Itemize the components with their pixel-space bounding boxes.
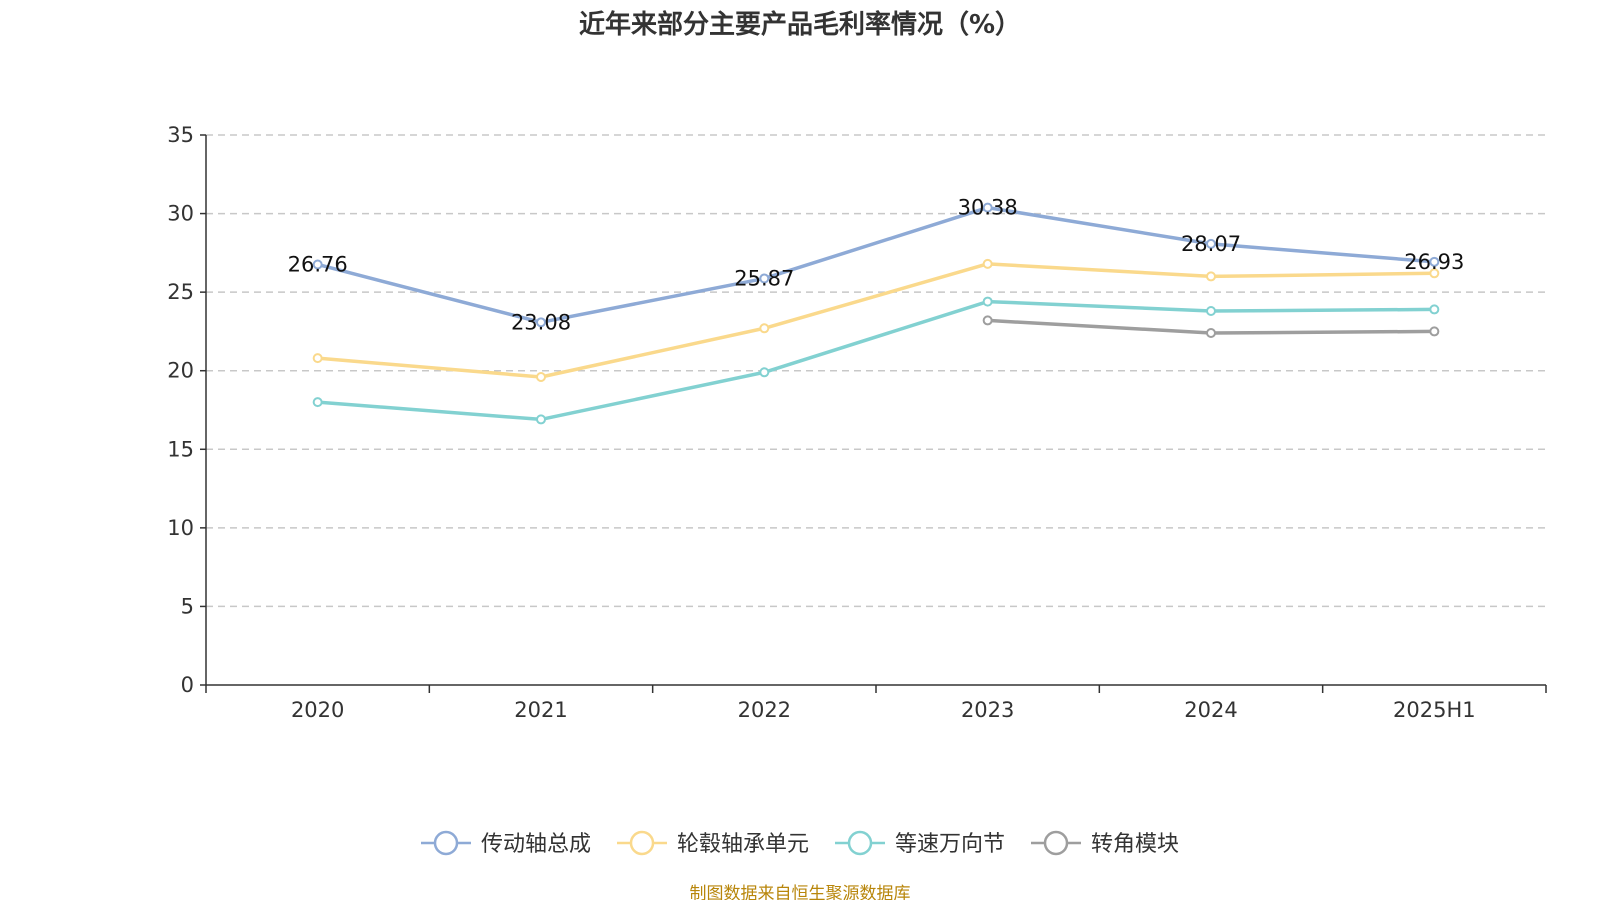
data-label: 28.07: [1181, 232, 1241, 256]
data-point: [982, 315, 993, 326]
data-point: [536, 414, 546, 425]
data-point: [982, 202, 993, 213]
data-point: [759, 367, 770, 378]
data-point: [1429, 256, 1440, 267]
x-tick-label: 2024: [1184, 698, 1237, 722]
data-label: 26.93: [1404, 250, 1464, 274]
data-point: [312, 259, 323, 270]
y-tick-label: 20: [167, 359, 194, 383]
y-tick-label: 35: [167, 123, 194, 147]
data-labels: 26.76 23.08 25.87 30.38 28.07 26.93: [288, 196, 1465, 335]
y-tick-label: 10: [167, 516, 194, 540]
x-tick-label: 2022: [738, 698, 791, 722]
source-note: 制图数据来自恒生聚源数据库: [690, 884, 911, 900]
series-line: [317, 262, 1435, 379]
y-tick-label: 30: [167, 202, 194, 226]
y-tick-label: 15: [167, 437, 194, 461]
data-point: [312, 353, 323, 364]
grid-lines: [206, 134, 1546, 608]
data-point: [982, 258, 993, 269]
data-point: [759, 273, 770, 284]
data-point: [759, 323, 770, 334]
y-tick-label: 0: [181, 673, 194, 697]
legend-label: 轮毂轴承单元: [677, 832, 809, 857]
data-point: [536, 372, 546, 382]
data-point: [1206, 328, 1216, 338]
data-point: [312, 397, 323, 408]
legend-label: 传动轴总成: [481, 832, 591, 857]
data-point: [1429, 268, 1440, 279]
x-tick-label: 2025H1: [1393, 698, 1476, 722]
data-point: [982, 296, 993, 307]
x-tick-label: 2020: [291, 698, 344, 722]
data-label: 25.87: [734, 266, 794, 290]
data-label: 26.76: [288, 252, 348, 276]
x-tick-label: 2023: [961, 698, 1014, 722]
data-point: [1206, 238, 1216, 249]
legend-circle-icon: [433, 830, 459, 856]
legend-label: 转角模块: [1091, 832, 1179, 857]
data-point: [1206, 306, 1216, 316]
data-point: [1206, 271, 1216, 282]
data-point: [1429, 326, 1440, 337]
y-tick-label: 5: [181, 594, 194, 618]
series-line: [317, 205, 1435, 325]
chart-title: 近年来部分主要产品毛利率情况（%）: [579, 9, 1021, 40]
axes: 0 5 10 15 20 25 30 35 2020 2021 2022 2023 2024 2025H1: [167, 123, 1547, 722]
legend-label: 等速万向节: [895, 832, 1005, 857]
y-tick-label: 25: [167, 280, 194, 304]
legend-circle-icon: [629, 830, 655, 856]
legend-circle-icon: [1043, 830, 1069, 856]
legend-circle-icon: [847, 830, 873, 856]
series-lines: [312, 202, 1440, 425]
data-point: [1429, 304, 1440, 315]
series-line: [317, 299, 1435, 422]
legend: 传动轴总成 轮毂轴承单元 等速万向节 转角模块: [421, 830, 1179, 857]
data-label: 23.08: [511, 310, 571, 334]
data-point: [536, 317, 546, 328]
data-label: 30.38: [958, 196, 1018, 220]
x-tick-label: 2021: [514, 698, 567, 722]
